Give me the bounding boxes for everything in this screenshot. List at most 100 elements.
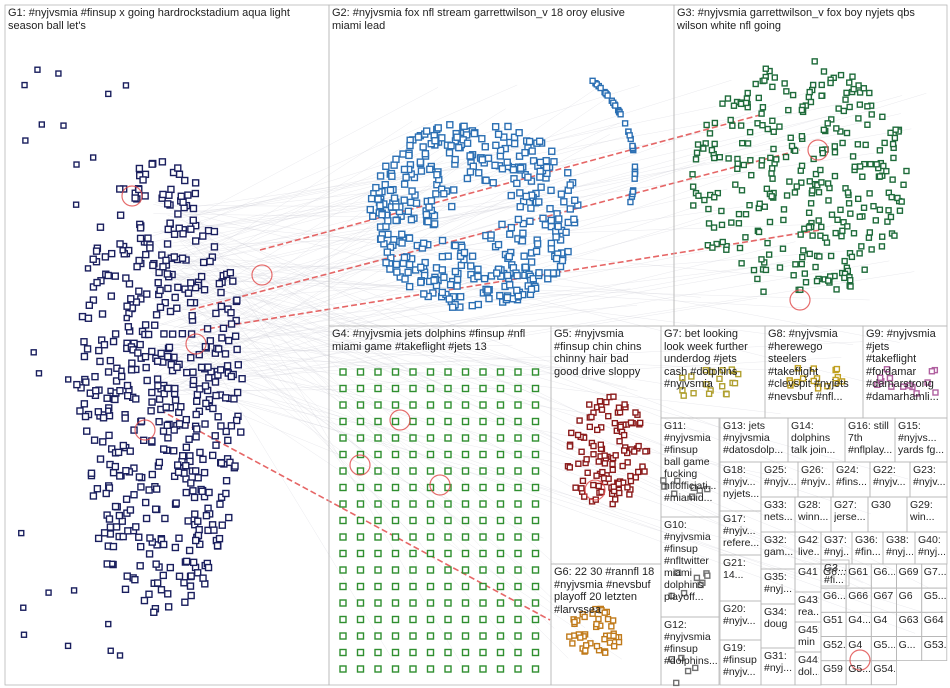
graph-node	[744, 140, 752, 147]
graph-edge	[180, 121, 413, 271]
group-panel-g33	[760, 496, 796, 533]
graph-node	[421, 258, 429, 267]
graph-node	[168, 330, 177, 338]
graph-node	[212, 309, 220, 318]
graph-node	[603, 398, 610, 406]
graph-node	[764, 239, 771, 247]
graph-node	[231, 462, 239, 470]
graph-node	[184, 289, 193, 297]
graph-node	[409, 566, 417, 574]
graph-node	[225, 336, 233, 345]
graph-node	[554, 222, 562, 231]
small-group-label: G7...	[923, 566, 946, 578]
graph-node	[461, 665, 470, 673]
graph-node	[536, 173, 544, 181]
graph-edge	[179, 162, 706, 329]
graph-node	[374, 417, 382, 426]
graph-node	[809, 187, 816, 194]
graph-node	[876, 374, 884, 381]
graph-node	[792, 261, 799, 268]
graph-node	[181, 176, 189, 185]
graph-node	[605, 475, 612, 482]
graph-node	[579, 477, 587, 485]
graph-node	[199, 574, 207, 582]
graph-node	[123, 381, 132, 390]
graph-node	[217, 302, 226, 311]
graph-node	[680, 589, 688, 597]
graph-node	[885, 207, 892, 214]
graph-node	[494, 240, 503, 249]
graph-node	[461, 417, 470, 426]
graph-node	[705, 220, 713, 227]
graph-node	[382, 162, 390, 170]
graph-node	[578, 485, 585, 492]
graph-node	[531, 450, 540, 459]
graph-node	[119, 247, 126, 254]
graph-node	[514, 417, 522, 426]
graph-node	[89, 154, 97, 161]
graph-node	[444, 549, 452, 558]
graph-node	[758, 110, 765, 117]
graph-node	[842, 96, 849, 103]
graph-node	[194, 517, 202, 525]
graph-node	[426, 632, 435, 640]
highlight-ring	[849, 649, 871, 671]
graph-node	[178, 330, 187, 338]
graph-node	[170, 253, 178, 261]
graph-node	[770, 145, 777, 153]
graph-node	[155, 417, 163, 426]
graph-node	[400, 165, 409, 174]
graph-node	[531, 615, 540, 624]
graph-node	[422, 210, 431, 219]
graph-node	[444, 368, 452, 376]
graph-node	[356, 417, 365, 426]
graph-node	[514, 368, 522, 376]
graph-edge	[153, 260, 555, 629]
graph-node	[610, 393, 617, 400]
graph-node	[89, 296, 98, 304]
graph-node	[615, 638, 623, 646]
graph-edge	[180, 183, 454, 214]
graph-node	[422, 127, 431, 135]
graph-node	[479, 648, 487, 657]
graph-node	[868, 246, 875, 253]
graph-node	[402, 173, 410, 182]
graph-node	[754, 275, 761, 283]
graph-node	[527, 204, 535, 212]
graph-node	[126, 447, 134, 455]
graph-node	[212, 391, 220, 400]
graph-node	[438, 134, 446, 142]
graph-node	[116, 240, 124, 248]
graph-node	[789, 91, 797, 99]
graph-node	[106, 356, 115, 365]
graph-edge	[181, 128, 912, 257]
graph-node	[174, 164, 182, 172]
graph-node	[376, 201, 384, 210]
graph-node	[116, 386, 124, 395]
graph-node	[532, 247, 541, 256]
graph-node	[226, 269, 235, 277]
graph-node	[746, 202, 753, 209]
graph-node	[758, 256, 765, 263]
graph-node	[461, 549, 470, 558]
graph-node	[711, 154, 718, 162]
graph-node	[214, 345, 223, 353]
graph-node	[426, 500, 435, 508]
graph-node	[130, 426, 138, 434]
graph-node	[215, 534, 224, 543]
graph-node	[198, 487, 206, 496]
graph-node	[374, 648, 382, 657]
graph-node	[859, 173, 866, 180]
graph-node	[831, 172, 839, 180]
graph-node	[528, 147, 536, 155]
graph-node	[566, 205, 574, 213]
graph-node	[531, 582, 540, 591]
graph-node	[188, 312, 196, 320]
graph-node	[566, 633, 573, 640]
graph-node	[92, 247, 101, 255]
node-layer	[18, 58, 939, 687]
graph-node	[182, 443, 191, 451]
graph-node	[445, 295, 454, 303]
graph-node	[461, 533, 470, 541]
